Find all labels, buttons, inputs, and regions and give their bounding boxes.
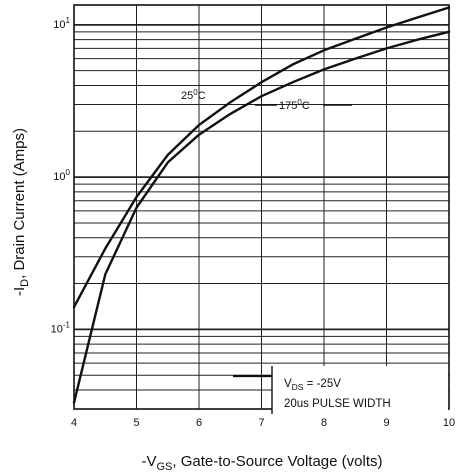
x-tick-label: 9 (383, 417, 389, 429)
curve-label-25c: 250C (181, 88, 206, 102)
conditions-box-bg (272, 366, 448, 414)
curve-label-175c: 1750C (279, 98, 310, 112)
series-line-25c (72, 6, 451, 309)
vds-condition: VDS = -25V (284, 378, 341, 392)
x-tick-label: 5 (133, 417, 139, 429)
series-line-175c (72, 30, 451, 404)
y-tick-label: 10-1 (51, 320, 71, 335)
series-layer (72, 6, 451, 404)
y-tick-labels: 101 100 10-1 (51, 16, 71, 336)
x-tick-label: 6 (196, 417, 202, 429)
x-tick-label: 10 (443, 417, 455, 429)
x-tick-labels: 4 5 6 7 8 9 10 (71, 417, 455, 429)
plot-frame (73, 4, 450, 410)
y-axis-title: -ID, Drain Current (Amps) (11, 128, 31, 296)
x-tick-label: 4 (71, 417, 77, 429)
x-tick-label: 7 (258, 417, 264, 429)
x-tick-label: 8 (321, 417, 327, 429)
y-tick-label: 100 (53, 168, 70, 183)
x-axis-title: -VGS, Gate-to-Source Voltage (volts) (141, 453, 382, 473)
y-tick-label: 101 (53, 16, 70, 31)
pulse-width-note: 20us PULSE WIDTH (284, 398, 391, 410)
